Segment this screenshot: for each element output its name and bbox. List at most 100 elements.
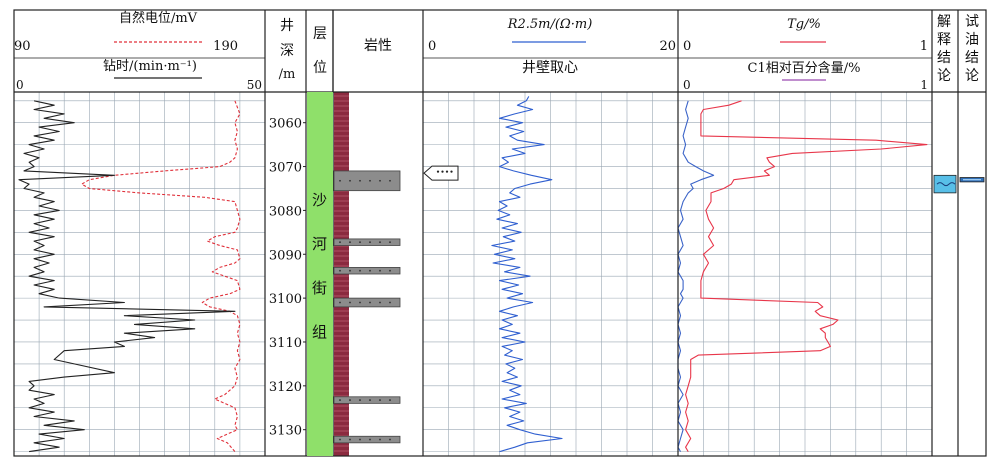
sandstone-bed bbox=[333, 297, 401, 308]
lithology-header: 岩性 bbox=[364, 38, 392, 54]
depth-tick-label: 3080 bbox=[269, 204, 302, 219]
sand-dot bbox=[369, 301, 371, 304]
test-header: 试 油 结 论 bbox=[965, 14, 979, 84]
lithology-column bbox=[333, 92, 985, 456]
sandstone-bed bbox=[333, 267, 401, 275]
depth-tick-labels: 3060 3070 3080 3090 3100 3110 3120 3130 bbox=[269, 117, 306, 439]
sp-min: 90 bbox=[14, 39, 31, 54]
test-char-1: 试 bbox=[965, 14, 979, 30]
depth-header-3: /m bbox=[279, 67, 296, 82]
sand-dot bbox=[339, 301, 341, 304]
sand-dot bbox=[389, 438, 391, 441]
core-label: 井壁取心 bbox=[522, 60, 578, 76]
test-char-2: 油 bbox=[965, 32, 979, 48]
sand-dot bbox=[369, 438, 371, 441]
sand-dot bbox=[349, 241, 351, 244]
formation-fill bbox=[307, 92, 333, 456]
sand-dot bbox=[389, 301, 391, 304]
sand-dot bbox=[359, 399, 361, 401]
sand-dot bbox=[339, 269, 341, 272]
depth-tick-label: 3090 bbox=[269, 248, 302, 263]
depth-tick-label: 3070 bbox=[269, 161, 302, 176]
track1-header: 自然电位/mV 90 190 钻时/(min·m⁻¹) 0 50 bbox=[14, 10, 262, 92]
tg-label: Tg/% bbox=[787, 17, 821, 32]
sandstone-bed bbox=[333, 170, 401, 192]
depth-tick-label: 3110 bbox=[269, 336, 302, 351]
test-char-3: 结 bbox=[965, 50, 979, 66]
depth-header: 井 深 /m bbox=[279, 18, 296, 82]
sp-curve bbox=[81, 100, 241, 452]
sandstone-bed bbox=[333, 435, 401, 444]
sand-dot bbox=[339, 241, 341, 244]
drill-label: 钻时/(min·m⁻¹) bbox=[103, 59, 197, 74]
log-curves bbox=[18, 96, 928, 453]
sandstone-bed bbox=[333, 238, 401, 246]
depth-tick-label: 3120 bbox=[269, 380, 302, 395]
sp-max: 190 bbox=[213, 39, 238, 54]
interp-char-4: 论 bbox=[937, 68, 951, 84]
sand-dot bbox=[349, 269, 351, 272]
sand-dot bbox=[349, 438, 351, 441]
chart-frame bbox=[13, 9, 987, 457]
sand-dot bbox=[369, 241, 371, 244]
sand-dot bbox=[389, 399, 391, 401]
sand-dot bbox=[379, 438, 381, 441]
test-char-4: 论 bbox=[965, 68, 979, 84]
depth-header-1: 井 bbox=[280, 18, 294, 34]
sand-dot bbox=[359, 438, 361, 441]
sand-dot bbox=[339, 438, 341, 441]
core-sample-dot bbox=[445, 170, 449, 173]
sand-dot bbox=[379, 241, 381, 244]
tg-max: 1 bbox=[920, 39, 928, 54]
sand-dot bbox=[359, 269, 361, 272]
sand-dot bbox=[389, 269, 391, 272]
sand-dot bbox=[359, 179, 361, 182]
track3-header: Tg/% 0 1 C1相对百分含量/% 0 1 bbox=[683, 17, 928, 92]
sp-label: 自然电位/mV bbox=[119, 10, 198, 26]
layer-header-2: 位 bbox=[313, 60, 327, 76]
track2-header: R2.5m/(Ω·m) 0 20 井壁取心 bbox=[428, 17, 676, 76]
grid-lines bbox=[14, 92, 932, 456]
res-curve bbox=[491, 96, 563, 453]
core-sample-dot bbox=[436, 170, 440, 173]
formation-char: 沙 bbox=[312, 191, 327, 209]
drill-min: 0 bbox=[16, 78, 24, 92]
layer-header-1: 层 bbox=[313, 26, 327, 42]
sand-dot bbox=[379, 179, 381, 182]
formation-char: 街 bbox=[312, 279, 327, 297]
sand-dot bbox=[339, 399, 341, 401]
sand-dot bbox=[389, 179, 391, 182]
sand-dot bbox=[349, 399, 351, 401]
sand-dot bbox=[379, 399, 381, 401]
tg-min: 0 bbox=[683, 39, 691, 54]
drill-curve bbox=[18, 100, 236, 453]
core-sample-marker bbox=[423, 165, 459, 181]
sand-dot bbox=[369, 269, 371, 272]
core-sample-dot bbox=[450, 170, 453, 173]
c1-max: 1 bbox=[920, 78, 928, 92]
tg-curve bbox=[685, 100, 928, 452]
sand-dot bbox=[379, 301, 381, 304]
depth-tick-label: 3060 bbox=[269, 117, 302, 132]
res-label: R2.5m/(Ω·m) bbox=[507, 17, 593, 32]
sand-dot bbox=[359, 301, 361, 304]
c1-label: C1相对百分含量/% bbox=[748, 60, 861, 76]
interp-char-2: 释 bbox=[937, 32, 951, 48]
sand-dot bbox=[369, 399, 371, 401]
sand-dot bbox=[379, 269, 381, 272]
interp-char-1: 解 bbox=[937, 14, 951, 30]
c1-curve bbox=[677, 100, 715, 452]
sand-dot bbox=[349, 301, 351, 304]
res-min: 0 bbox=[428, 39, 436, 54]
c1-min: 0 bbox=[683, 78, 691, 92]
interpretation-block bbox=[933, 174, 957, 194]
sand-dot bbox=[369, 179, 371, 182]
depth-tick-label: 3100 bbox=[269, 292, 302, 307]
interp-char-3: 结 bbox=[937, 50, 951, 66]
layer-header: 层 位 bbox=[313, 26, 327, 76]
formation-char: 组 bbox=[312, 323, 327, 341]
sand-dot bbox=[349, 179, 351, 182]
sandstone-bed bbox=[333, 396, 401, 404]
